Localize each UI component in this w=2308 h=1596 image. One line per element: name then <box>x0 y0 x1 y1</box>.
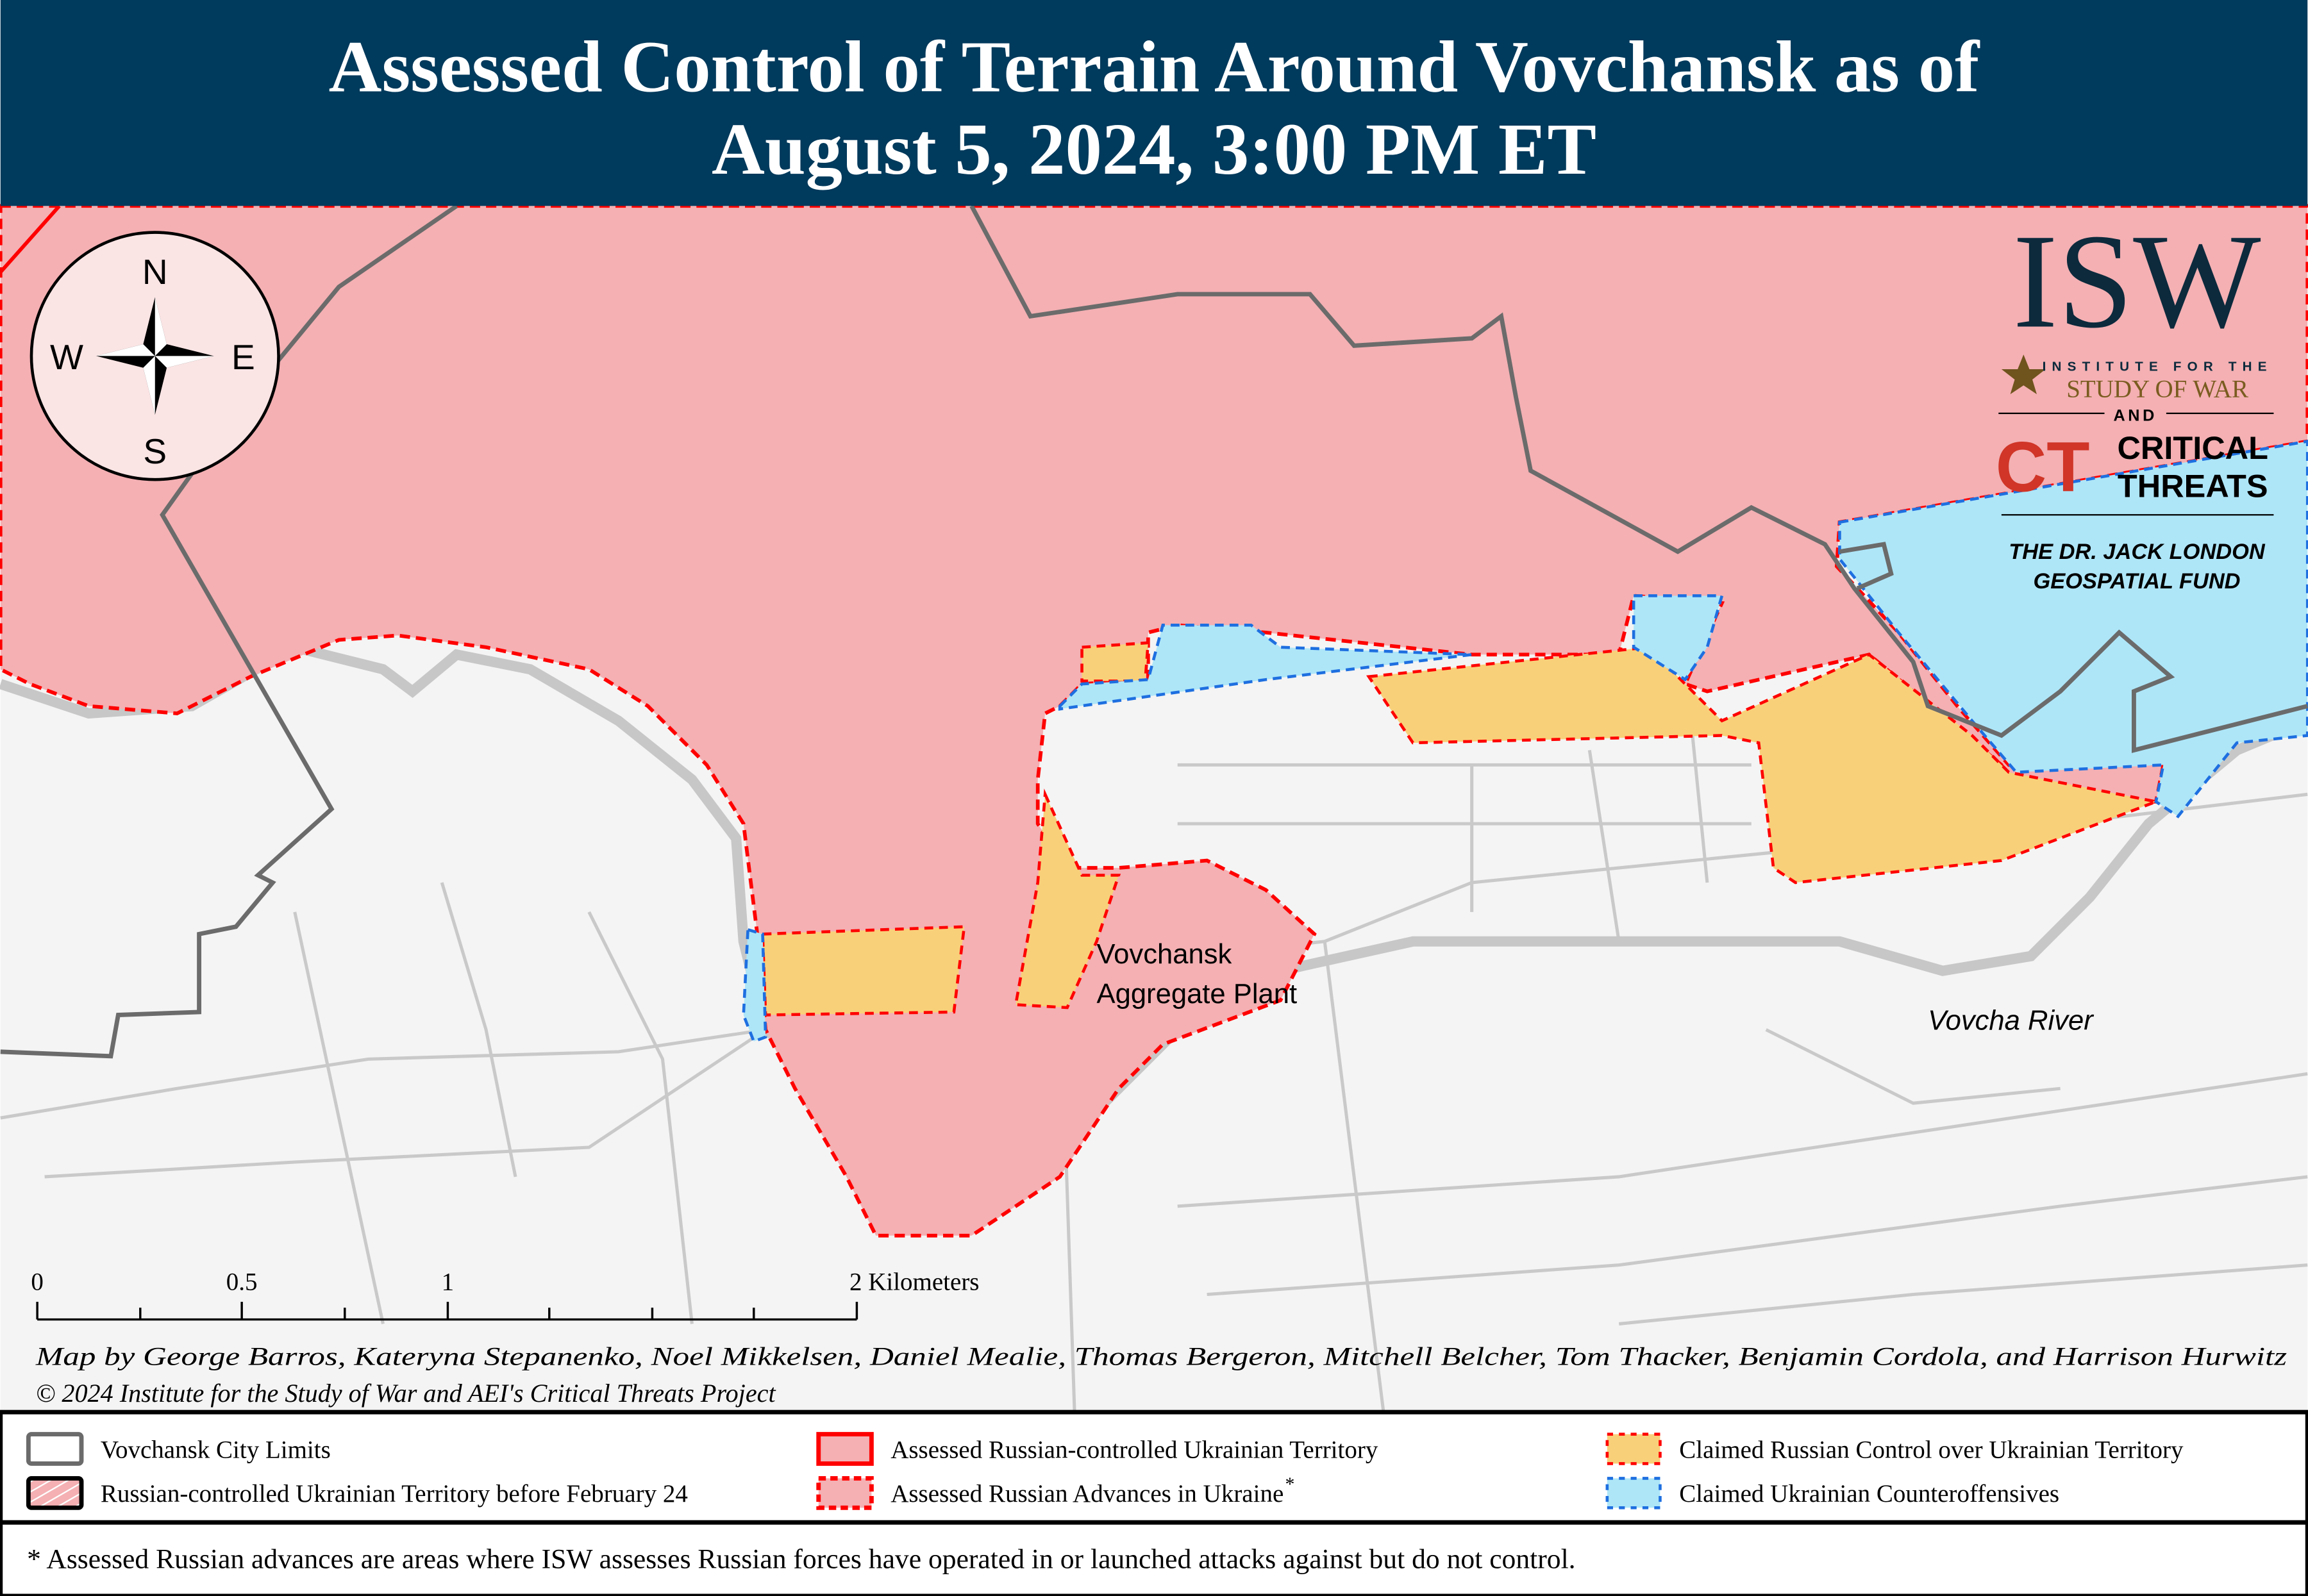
footnote: * Assessed Russian advances are areas wh… <box>27 1543 1576 1574</box>
title-line-2: August 5, 2024, 3:00 PM ET <box>712 108 1596 190</box>
logo-institute: INSTITUTE FOR THE <box>2043 359 2273 374</box>
legend-label-russian-controlled: Assessed Russian-controlled Ukrainian Te… <box>891 1436 1378 1463</box>
title-banner <box>0 0 2308 206</box>
title-line-1: Assessed Control of Terrain Around Vovch… <box>329 26 1980 107</box>
legend-asterisk: * <box>1285 1474 1294 1495</box>
isw-ct-logo: ISW INSTITUTE FOR THE STUDY OF WAR AND C… <box>1996 206 2274 594</box>
plant-label-line2: Aggregate Plant <box>1096 979 1297 1010</box>
russian-controlled-area <box>0 204 2308 1238</box>
claimed-russian-areas <box>761 641 2162 1017</box>
scale-label-0-5: 0.5 <box>226 1268 258 1296</box>
plant-label-line1: Vovchansk <box>1096 939 1232 970</box>
swatch-russian-controlled <box>816 1432 874 1466</box>
logo-critical: CRITICAL <box>2117 429 2268 466</box>
compass-west: W <box>50 337 83 377</box>
scale-label-0: 0 <box>31 1268 43 1296</box>
logo-threats: THREATS <box>2118 468 2268 504</box>
river-label: Vovcha River <box>1928 1005 2094 1036</box>
legend-label-russian-advances: Assessed Russian Advances in Ukraine <box>891 1480 1284 1508</box>
compass-rose-icon: N S E W <box>29 231 280 481</box>
footnote-box <box>0 1520 2308 1596</box>
swatch-city-limits <box>26 1432 84 1466</box>
swatch-ukrainian-counteroffensives <box>1605 1477 1662 1509</box>
legend-label-ukrainian-counteroffensives: Claimed Ukrainian Counteroffensives <box>1679 1480 2059 1508</box>
isw-logo-text: ISW <box>2013 206 2261 356</box>
logo-fund-line2: GEOSPATIAL FUND <box>2033 569 2240 594</box>
legend-label-claimed-russian: Claimed Russian Control over Ukrainian T… <box>1679 1436 2184 1463</box>
compass-north: N <box>142 252 168 292</box>
swatch-russian-advances <box>816 1475 874 1510</box>
ct-mark: CT <box>1996 428 2090 507</box>
logo-study-of-war: STUDY OF WAR <box>2066 376 2248 403</box>
scale-label-2km: 2 Kilometers <box>849 1268 980 1296</box>
legend-label-pre-feb24: Russian-controlled Ukrainian Territory b… <box>101 1480 688 1508</box>
swatch-claimed-russian <box>1605 1433 1662 1465</box>
legend <box>0 1409 2308 1525</box>
legend-swatches <box>26 1432 1662 1510</box>
russian-controlled-solid-border <box>0 204 61 274</box>
logo-and: AND <box>2113 406 2157 424</box>
copyright: © 2024 Institute for the Study of War an… <box>36 1379 776 1408</box>
map-credits: Map by George Barros, Kateryna Stepanenk… <box>35 1342 2287 1371</box>
legend-label-city-limits: Vovchansk City Limits <box>101 1436 331 1463</box>
compass-east: E <box>231 337 255 377</box>
scale-bar <box>36 1302 858 1321</box>
swatch-pre-feb24 <box>26 1475 84 1510</box>
ukrainian-counteroffensive-areas <box>742 440 2308 1043</box>
logo-fund-line1: THE DR. JACK LONDON <box>2009 540 2266 564</box>
compass-south: S <box>143 431 167 471</box>
scale-label-1: 1 <box>442 1268 455 1296</box>
star-icon <box>2001 354 2046 395</box>
